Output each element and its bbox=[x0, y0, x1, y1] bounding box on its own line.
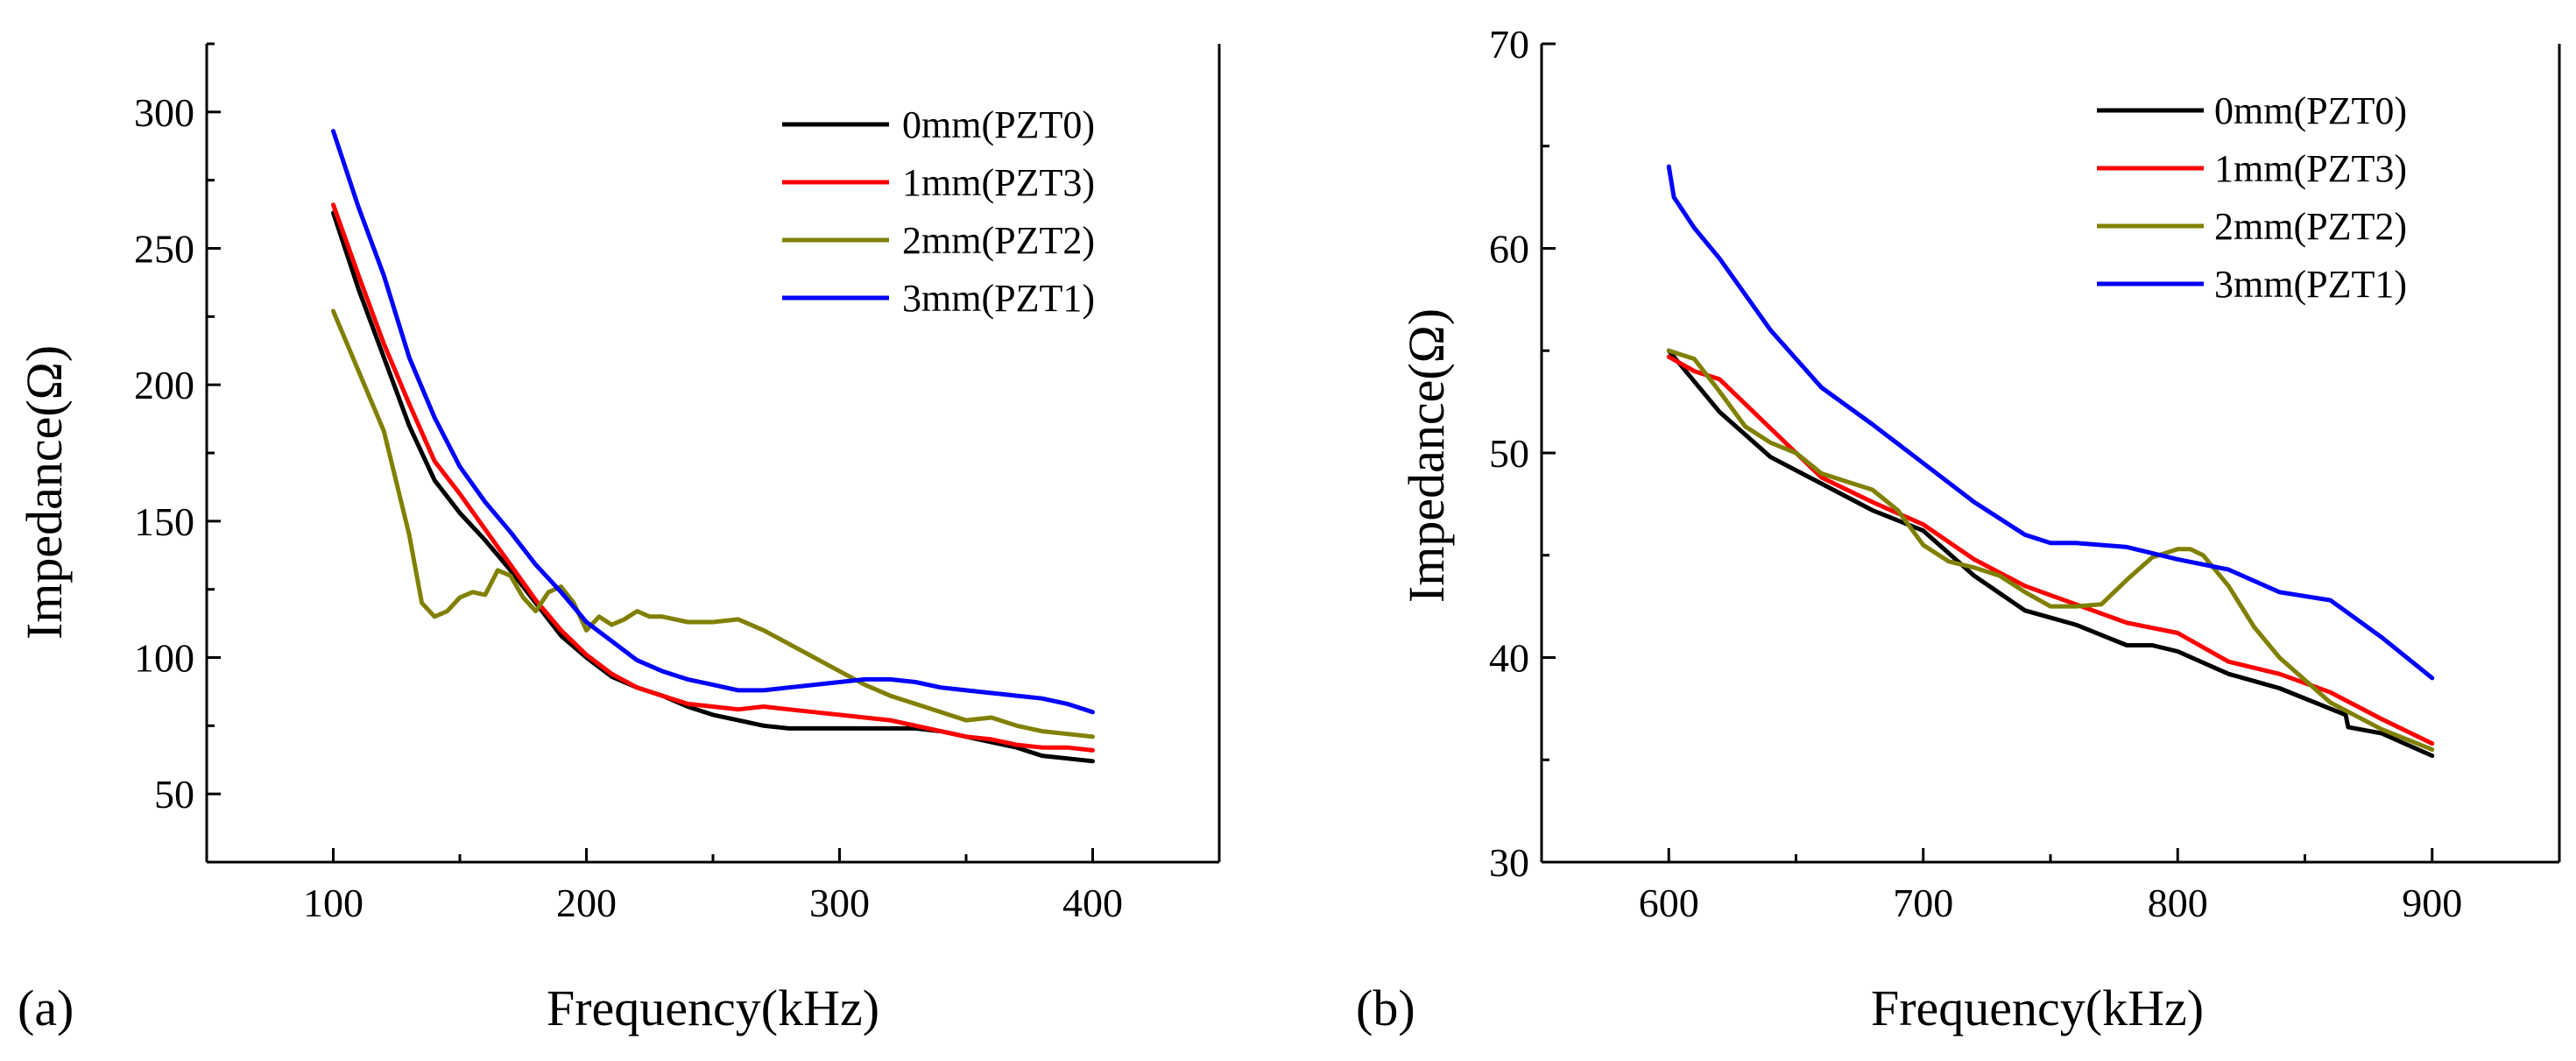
chart-b-legend-label-0: 0mm(PZT0) bbox=[2214, 89, 2407, 132]
chart-b-legend-label-2: 2mm(PZT2) bbox=[2214, 205, 2407, 248]
chart-b-y-tick-label: 50 bbox=[1489, 431, 1529, 476]
chart-a-y-tick-label: 100 bbox=[134, 636, 194, 681]
chart-b-legend-label-3: 3mm(PZT1) bbox=[2214, 263, 2407, 306]
chart-a-y-tick-label: 200 bbox=[134, 363, 194, 407]
chart-b-y-axis-label: Impedance(Ω) bbox=[1398, 308, 1455, 603]
chart-a-series-2-line bbox=[331, 308, 1095, 739]
chart-a-legend-label-0: 0mm(PZT0) bbox=[902, 103, 1095, 146]
chart-a-panel-label: (a) bbox=[18, 980, 74, 1036]
chart-a-x-tick-label: 200 bbox=[556, 881, 617, 925]
chart-a-y-tick-label: 250 bbox=[134, 227, 194, 272]
chart-b-series-group bbox=[1666, 164, 2435, 759]
chart-a-axes-group: 100 200 300 400 50 100 150 200 250 300 bbox=[134, 42, 1221, 925]
chart-a-legend-label-3: 3mm(PZT1) bbox=[902, 277, 1095, 320]
chart-b-panel-label: (b) bbox=[1356, 980, 1415, 1036]
chart-b: 600 700 800 900 30 40 50 60 70 0mm(PZT0) 1mm(PZT3… bbox=[1356, 22, 2561, 1036]
chart-b-series-3-line bbox=[1666, 164, 2435, 681]
chart-a-series-group bbox=[331, 129, 1095, 764]
chart-b-x-tick-label: 900 bbox=[2402, 881, 2462, 925]
chart-a-x-tick-label: 400 bbox=[1062, 881, 1123, 925]
chart-b-axes-group: 600 700 800 900 30 40 50 60 70 bbox=[1489, 22, 2561, 925]
chart-a-y-axis-label: Impedance(Ω) bbox=[16, 345, 73, 640]
chart-a-y-tick-label: 50 bbox=[154, 772, 194, 817]
chart-b-x-tick-label: 800 bbox=[2148, 881, 2208, 925]
chart-a-y-tick-label: 300 bbox=[134, 90, 194, 135]
chart-a-series-3-line bbox=[331, 129, 1095, 715]
chart-b-x-tick-label: 600 bbox=[1639, 881, 1699, 925]
chart-b-y-tick-label: 60 bbox=[1489, 227, 1529, 272]
chart-b-series-0-line bbox=[1666, 348, 2435, 759]
chart-b-x-tick-label: 700 bbox=[1893, 881, 1953, 925]
chart-b-y-tick-label: 70 bbox=[1489, 22, 1529, 67]
chart-b-x-axis-label: Frequency(kHz) bbox=[1871, 980, 2204, 1036]
chart-a-legend-label-2: 2mm(PZT2) bbox=[902, 219, 1095, 262]
chart-a-legend-label-1: 1mm(PZT3) bbox=[902, 161, 1095, 204]
chart-a-legend-group: 0mm(PZT0) 1mm(PZT3) 2mm(PZT2) 3mm(PZT1) bbox=[782, 103, 1095, 320]
chart-b-y-tick-label: 30 bbox=[1489, 840, 1529, 885]
chart-b-y-tick-label: 40 bbox=[1489, 636, 1529, 681]
chart-a-x-axis-label: Frequency(kHz) bbox=[547, 980, 879, 1036]
chart-b-legend-group: 0mm(PZT0) 1mm(PZT3) 2mm(PZT2) 3mm(PZT1) bbox=[2097, 89, 2407, 306]
chart-a-x-tick-label: 100 bbox=[303, 881, 363, 925]
chart-b-series-2-line bbox=[1666, 348, 2435, 753]
chart-a-y-tick-label: 150 bbox=[134, 499, 194, 544]
chart-b-series-1-line bbox=[1666, 354, 2435, 746]
chart-a-series-1-line bbox=[331, 202, 1095, 753]
chart-b-legend-label-1: 1mm(PZT3) bbox=[2214, 147, 2407, 190]
chart-a-x-tick-label: 300 bbox=[809, 881, 870, 925]
